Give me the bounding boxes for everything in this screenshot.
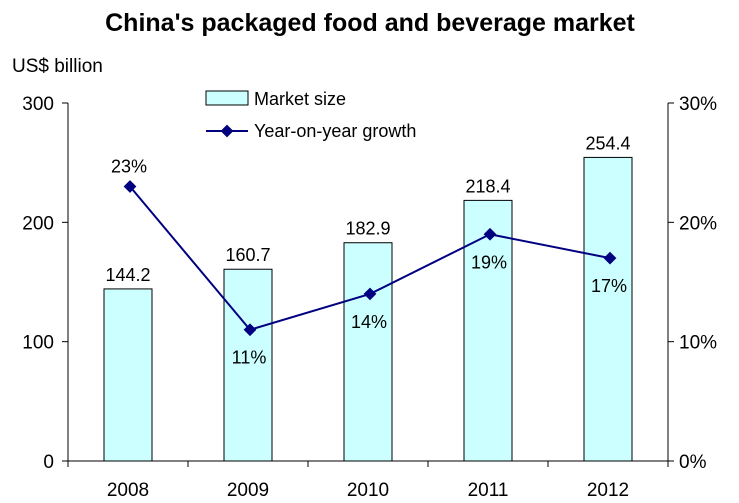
bar-value-label: 254.4 [585,133,630,153]
left-y-tick-label: 0 [43,452,54,473]
growth-marker-2009 [243,323,257,337]
bar-series-market-size [103,156,633,462]
growth-value-label: 17% [591,276,627,296]
bar-2008 [103,288,153,462]
x-tick-label: 2008 [107,480,149,501]
bar-2009 [223,268,273,462]
growth-marker-2011 [483,227,497,241]
legend-label-market-size: Market size [254,89,346,109]
right-y-tick-label: 30% [679,94,717,115]
growth-value-label: 23% [111,157,147,177]
bar-value-label: 218.4 [465,176,510,196]
growth-value-label: 14% [351,312,387,332]
bar-value-label: 160.7 [225,245,270,265]
x-tick-label: 2010 [347,480,389,501]
right-y-tick-label: 0% [679,452,707,473]
growth-marker-2010 [363,287,377,301]
x-tick-label: 2012 [587,480,629,501]
x-tick-label: 2009 [227,480,269,501]
growth-value-label: 19% [471,252,507,272]
legend-label-growth: Year-on-year growth [254,121,416,141]
x-tick-label: 2011 [468,480,509,501]
left-y-tick-label: 300 [22,94,54,115]
left-y-tick-label: 100 [22,333,54,354]
growth-value-label: 11% [232,348,267,368]
left-y-tick-label: 200 [22,213,54,234]
legend-swatch-growth-marker [220,124,234,138]
y-axis-unit-label: US$ billion [12,56,103,77]
legend: Market size Year-on-year growth [205,89,416,141]
right-y-tick-label: 10% [679,333,717,354]
bar-2010 [343,242,393,462]
right-y-tick-label: 20% [679,213,717,234]
bar-value-label: 182.9 [345,219,390,239]
axes: 0 100 200 300 0% 10% 20% 30% 2008 2009 2010 2011 201… [22,94,717,501]
data-labels: 144.2 160.7 182.9 218.4 254.4 23% 11% 14% 19% 17% [105,133,630,367]
bar-value-label: 144.2 [105,265,150,285]
chart-title: China's packaged food and beverage marke… [105,9,635,37]
bar-2012 [583,156,633,462]
bar-2011 [463,199,513,462]
legend-swatch-market-size [205,90,249,106]
growth-marker-2008 [123,180,137,193]
